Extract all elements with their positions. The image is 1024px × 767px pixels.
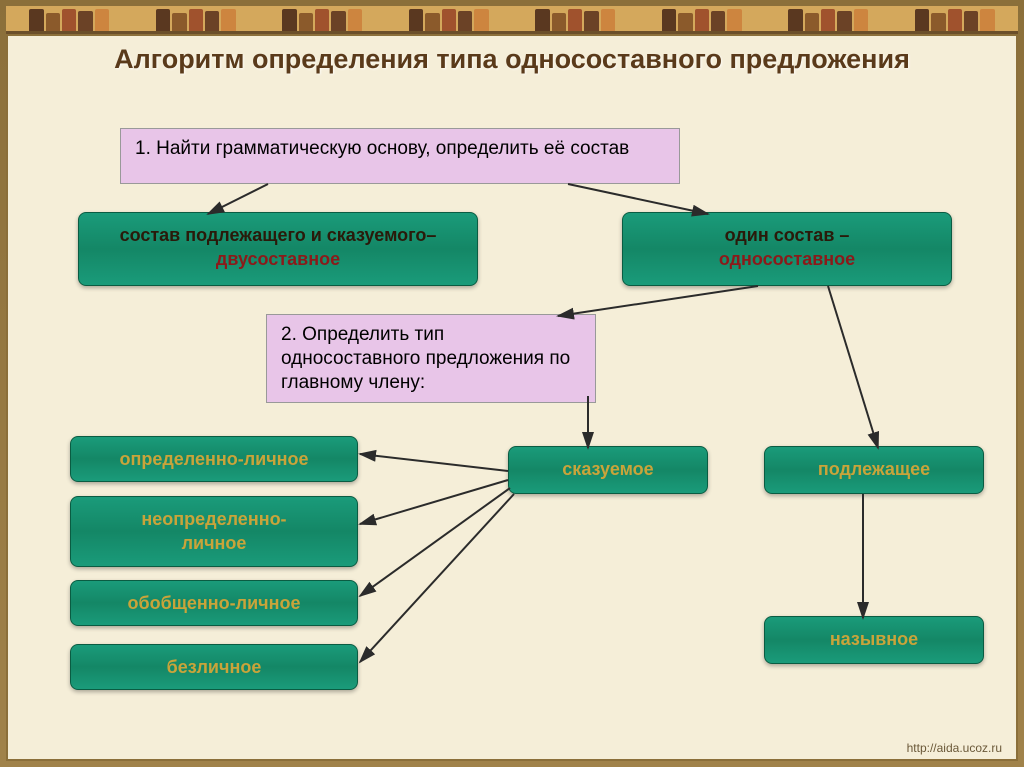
node-neopr-line1: неопределенно- — [87, 507, 341, 531]
node-opredelenno-lichnoe: определенно-личное — [70, 436, 358, 482]
node-nazyvnoe: назывное — [764, 616, 984, 664]
node-two-part: состав подлежащего и сказуемого– двусост… — [78, 212, 478, 286]
node-two-part-line1: состав подлежащего и сказуемого– — [95, 223, 461, 247]
node-opredelenno-label: определенно-личное — [87, 447, 341, 471]
node-one-part: один состав – односоставное — [622, 212, 952, 286]
node-obob-label: обобщенно-личное — [87, 591, 341, 615]
node-naz-label: назывное — [781, 627, 967, 651]
step1-box: 1. Найти грамматическую основу, определи… — [120, 128, 680, 184]
step2-box: 2. Определить тип односоставного предлож… — [266, 314, 596, 403]
node-one-part-line2: односоставное — [639, 247, 935, 271]
node-neopr-line2: личное — [87, 531, 341, 555]
node-podl-label: подлежащее — [781, 457, 967, 481]
node-obobshenno-lichnoe: обобщенно-личное — [70, 580, 358, 626]
slide-frame: Алгоритм определения типа односоставного… — [0, 0, 1024, 767]
node-two-part-line2: двусоставное — [95, 247, 461, 271]
content-area: Алгоритм определения типа односоставного… — [6, 34, 1018, 761]
node-skazuemoe: сказуемое — [508, 446, 708, 494]
node-skaz-label: сказуемое — [525, 457, 691, 481]
node-podlezhashchee: подлежащее — [764, 446, 984, 494]
footer-url: http://aida.ucoz.ru — [907, 741, 1002, 755]
decorative-bookshelf — [6, 6, 1018, 34]
node-one-part-line1: один состав – — [639, 223, 935, 247]
node-bezlichnoe: безличное — [70, 644, 358, 690]
slide-title: Алгоритм определения типа односоставного… — [8, 36, 1016, 81]
node-neopredelenno-lichnoe: неопределенно- личное — [70, 496, 358, 567]
node-bez-label: безличное — [87, 655, 341, 679]
